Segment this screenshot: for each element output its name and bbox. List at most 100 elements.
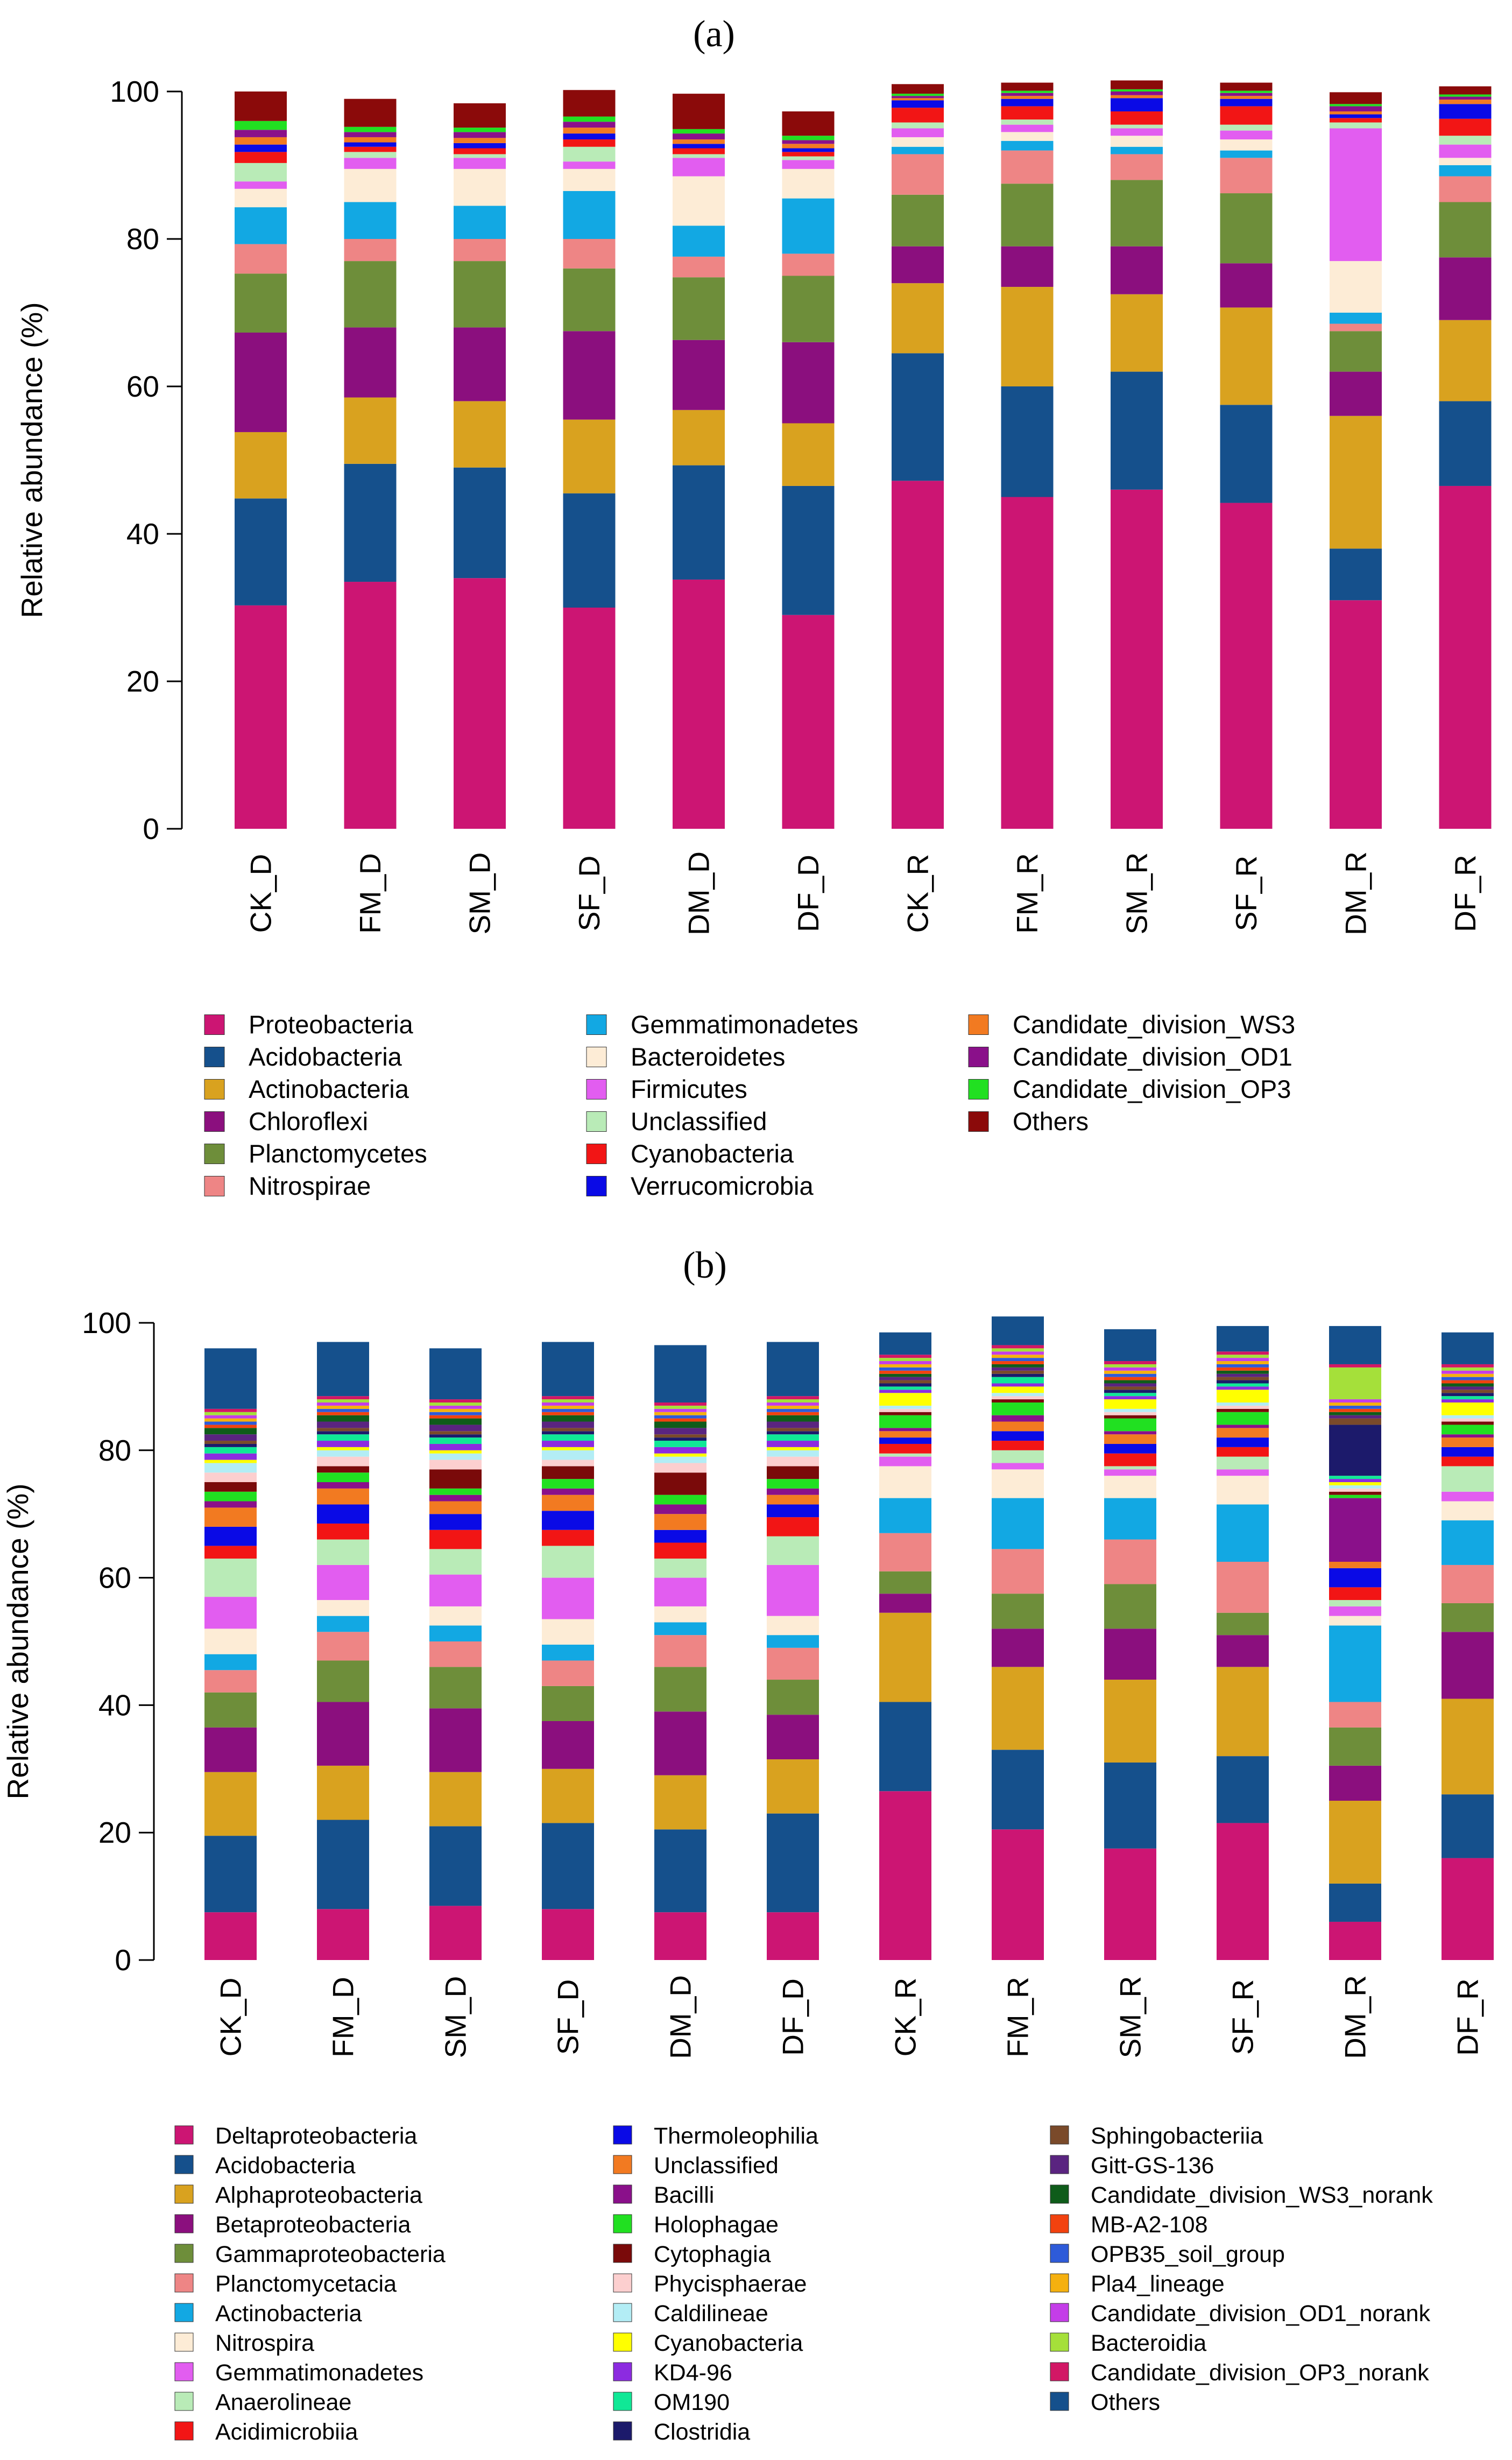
bar-segment-b-sm-r-candidate-division-ws3-norank-24: [1104, 1380, 1156, 1384]
bar-segment-b-sf-d-acidimicrobiia-10: [542, 1529, 594, 1546]
bar-segment-b-sf-r-unclassified-12: [1217, 1428, 1269, 1438]
bar-segment-b-ck-d-gammaproteobacteria-4: [204, 1692, 257, 1728]
bar-segment-b-dm-r-kd4-96-19: [1329, 1479, 1381, 1482]
bar-segment-b-sf-r-mb-a2-108-25: [1217, 1367, 1269, 1371]
bar-segment-b-sf-r-actinobacteria-6: [1217, 1504, 1269, 1562]
bar-segment-a-sf-d-candidate-division-od1-13: [563, 122, 616, 128]
legend-label-b-pla4-lineage-27: Pla4_lineage: [1091, 2271, 1225, 2297]
legend-swatch-a-candidate-division-op3-14: [968, 1079, 989, 1099]
bar-segment-b-sf-r-caldilineae-17: [1217, 1402, 1269, 1406]
bar-segment-b-sm-d-candidate-division-od1-norank-28: [429, 1405, 482, 1409]
bar-segment-b-sf-r-planctomycetacia-5: [1217, 1562, 1269, 1613]
bar-segment-a-sf-r-candidate-division-od1-13: [1220, 93, 1273, 96]
bar-segment-a-ck-d-proteobacteria-0: [235, 605, 287, 829]
bar-segment-b-dm-d-deltaproteobacteria-0: [654, 1912, 706, 1960]
legend-swatch-b-caldilineae-17: [613, 2303, 632, 2322]
bar-segment-b-ck-d-unclassified-12: [204, 1507, 257, 1527]
bar-segment-a-fm-r-firmicutes-8: [1001, 124, 1054, 132]
x-category-label-a-fm-d: FM_D: [354, 853, 387, 934]
bar-segment-b-ck-r-thermoleophilia-11: [879, 1437, 931, 1444]
bar-segment-b-sm-r-candidate-division-op3-norank-30: [1104, 1361, 1156, 1364]
bar-segment-a-dm-r-others-15: [1330, 92, 1382, 104]
bar-segment-a-fm-r-cyanobacteria-10: [1001, 106, 1054, 120]
bar-segment-b-fm-d-opb35-soil-group-26: [317, 1408, 369, 1412]
bar-segment-b-sf-r-opb35-soil-group-26: [1217, 1364, 1269, 1368]
bar-segment-b-sf-d-gitt-gs-136-23: [542, 1421, 594, 1428]
bar-segment-b-df-r-gemmatimonadetes-8: [1442, 1491, 1494, 1502]
bar-segment-b-sf-r-gemmatimonadetes-8: [1217, 1469, 1269, 1476]
legend-label-a-others-15: Others: [1013, 1107, 1089, 1136]
bar-segment-a-df-r-planctomycetes-4: [1439, 202, 1492, 258]
bar-segment-b-sm-r-unclassified-12: [1104, 1434, 1156, 1444]
legend-label-a-chloroflexi-3: Chloroflexi: [249, 1107, 368, 1136]
bar-segment-a-ck-r-nitrospirae-5: [892, 154, 944, 195]
bar-segment-b-sf-r-cytophagia-15: [1217, 1408, 1269, 1412]
legend-label-a-gemmatimonadetes-6: Gemmatimonadetes: [631, 1010, 858, 1039]
bar-segment-b-ck-r-clostridia-21: [879, 1383, 931, 1387]
bar-segment-b-fm-d-candidate-division-od1-norank-28: [317, 1402, 369, 1406]
bar-segment-a-sm-d-chloroflexi-3: [454, 327, 506, 401]
x-category-label-b-dm-r: DM_R: [1339, 1975, 1372, 2059]
bar-segment-b-sm-r-gammaproteobacteria-4: [1104, 1584, 1156, 1629]
y-tick-label-a-20: 20: [126, 665, 159, 698]
bar-segment-a-df-r-verrucomicrobia-11: [1439, 104, 1492, 119]
legend-swatch-b-betaproteobacteria-3: [174, 2214, 194, 2233]
bar-segment-b-dm-d-cytophagia-15: [654, 1472, 706, 1495]
bar-segment-b-sf-r-gitt-gs-136-23: [1217, 1373, 1269, 1377]
bar-segment-b-dm-d-cyanobacteria-18: [654, 1453, 706, 1457]
bar-segment-b-ck-d-planctomycetacia-5: [204, 1670, 257, 1693]
bar-segment-b-ck-d-actinobacteria-6: [204, 1654, 257, 1670]
bar-segment-a-dm-d-unclassified-9: [673, 154, 725, 158]
legend-swatch-a-gemmatimonadetes-6: [586, 1014, 607, 1035]
legend-label-b-anaerolineae-9: Anaerolineae: [215, 2389, 351, 2415]
bar-segment-a-fm-r-nitrospirae-5: [1001, 150, 1054, 184]
bar-segment-b-ck-r-anaerolineae-9: [879, 1453, 931, 1457]
bar-segment-a-ck-d-acidobacteria-1: [235, 498, 287, 605]
legend-swatch-a-verrucomicrobia-11: [586, 1176, 607, 1196]
bar-segment-a-dm-r-chloroflexi-3: [1330, 371, 1382, 416]
bar-segment-a-fm-r-verrucomicrobia-11: [1001, 98, 1054, 107]
bar-segment-a-dm-d-firmicutes-8: [673, 158, 725, 177]
bar-segment-b-sf-r-anaerolineae-9: [1217, 1456, 1269, 1470]
bar-segment-b-fm-d-cytophagia-15: [317, 1466, 369, 1473]
bar-segment-b-df-d-acidobacteria-1: [767, 1813, 819, 1913]
bar-segment-b-dm-d-sphingobacteriia-22: [654, 1434, 706, 1438]
bar-segment-b-fm-d-candidate-division-op3-norank-30: [317, 1396, 369, 1400]
bar-segment-b-sf-d-deltaproteobacteria-0: [542, 1909, 594, 1960]
bar-segment-b-ck-d-acidimicrobiia-10: [204, 1546, 257, 1559]
bar-segment-b-df-r-others-31: [1442, 1332, 1494, 1364]
bar-segment-b-ck-r-cytophagia-15: [879, 1412, 931, 1415]
bar-segment-b-fm-r-bacilli-13: [992, 1415, 1044, 1422]
bar-segment-b-fm-r-others-31: [992, 1316, 1044, 1345]
bar-segment-a-sf-d-verrucomicrobia-11: [563, 133, 616, 140]
legend-label-a-proteobacteria-0: Proteobacteria: [249, 1010, 414, 1039]
bar-segment-b-fm-r-opb35-soil-group-26: [992, 1358, 1044, 1362]
bar-segment-b-ck-d-clostridia-21: [204, 1443, 257, 1447]
bar-segment-a-fm-d-actinobacteria-2: [344, 397, 397, 464]
bar-segment-a-ck-r-firmicutes-8: [892, 128, 944, 137]
bar-segment-a-df-d-candidate-division-op3-14: [782, 136, 835, 140]
legend-swatch-b-thermoleophilia-11: [613, 2125, 632, 2145]
bar-segment-b-ck-r-planctomycetacia-5: [879, 1533, 931, 1571]
bar-segment-b-dm-d-opb35-soil-group-26: [654, 1415, 706, 1419]
bar-segment-b-fm-r-holophagae-14: [992, 1402, 1044, 1415]
bar-segment-b-ck-r-mb-a2-108-25: [879, 1370, 931, 1374]
bar-segment-b-sf-r-acidobacteria-1: [1217, 1756, 1269, 1823]
bar-segment-a-sf-d-nitrospirae-5: [563, 239, 616, 269]
bar-segment-a-ck-d-chloroflexi-3: [235, 332, 287, 432]
bar-segment-a-dm-d-actinobacteria-2: [673, 410, 725, 466]
panel-b-label: (b): [683, 1245, 727, 1286]
bar-segment-b-fm-d-thermoleophilia-11: [317, 1504, 369, 1524]
bar-segment-b-sf-d-bacteroidia-29: [542, 1399, 594, 1402]
bar-segment-b-fm-r-unclassified-12: [992, 1421, 1044, 1432]
bar-segment-b-df-r-bacilli-13: [1442, 1434, 1494, 1438]
bar-segment-a-fm-r-candidate-division-op3-14: [1001, 90, 1054, 93]
bar-segment-b-fm-d-alphaproteobacteria-2: [317, 1765, 369, 1820]
bar-segment-a-dm-r-gemmatimonadetes-6: [1330, 313, 1382, 324]
bar-segment-b-df-r-actinobacteria-6: [1442, 1520, 1494, 1565]
bar-segment-b-sm-r-mb-a2-108-25: [1104, 1377, 1156, 1380]
bar-segment-b-sf-r-holophagae-14: [1217, 1412, 1269, 1425]
bar-segment-b-df-d-bacteroidia-29: [767, 1399, 819, 1402]
bar-segment-b-df-r-nitrospira-7: [1442, 1501, 1494, 1521]
bar-segment-b-sf-d-candidate-division-ws3-norank-24: [542, 1415, 594, 1422]
